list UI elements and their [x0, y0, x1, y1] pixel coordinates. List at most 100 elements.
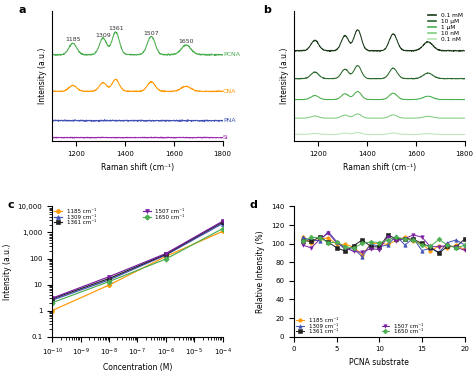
1507 cm⁻¹	[325, 231, 331, 235]
X-axis label: Concentration (M): Concentration (M)	[103, 363, 172, 372]
X-axis label: PCNA substrate: PCNA substrate	[349, 358, 409, 367]
1185 cm⁻¹	[300, 235, 305, 240]
1361 cm⁻¹	[220, 220, 226, 224]
1361 cm⁻¹	[334, 245, 339, 250]
1309 cm⁻¹	[453, 238, 459, 242]
1309 cm⁻¹	[393, 233, 399, 238]
1650 cm⁻¹	[163, 257, 169, 261]
Y-axis label: Intensity (a.u.): Intensity (a.u.)	[280, 48, 289, 104]
1507 cm⁻¹	[376, 247, 382, 252]
1185 cm⁻¹	[419, 242, 425, 246]
1361 cm⁻¹	[368, 244, 374, 249]
1361 cm⁻¹	[393, 237, 399, 241]
1650 cm⁻¹	[300, 239, 305, 243]
1309 cm⁻¹	[106, 278, 112, 282]
1507 cm⁻¹	[368, 246, 374, 251]
1650 cm⁻¹	[368, 240, 374, 244]
1361 cm⁻¹	[163, 252, 169, 257]
1650 cm⁻¹	[402, 237, 408, 241]
Line: 1361 cm⁻¹: 1361 cm⁻¹	[50, 220, 225, 301]
1185 cm⁻¹	[317, 237, 322, 241]
Text: 1185: 1185	[65, 37, 81, 42]
1650 cm⁻¹	[419, 243, 425, 248]
1185 cm⁻¹	[334, 242, 339, 246]
1309 cm⁻¹	[220, 221, 226, 226]
1185 cm⁻¹	[428, 249, 433, 254]
1361 cm⁻¹	[453, 245, 459, 249]
1309 cm⁻¹	[436, 250, 442, 255]
Text: c: c	[8, 200, 15, 210]
1650 cm⁻¹	[445, 243, 450, 247]
Line: 1650 cm⁻¹: 1650 cm⁻¹	[301, 236, 466, 250]
1185 cm⁻¹	[325, 236, 331, 240]
Line: 1309 cm⁻¹: 1309 cm⁻¹	[301, 230, 466, 258]
1309 cm⁻¹	[419, 248, 425, 253]
1507 cm⁻¹	[351, 249, 356, 254]
1185 cm⁻¹	[106, 283, 112, 287]
1507 cm⁻¹	[334, 240, 339, 245]
1361 cm⁻¹	[351, 243, 356, 248]
Line: 1309 cm⁻¹: 1309 cm⁻¹	[50, 222, 225, 302]
Text: 1309: 1309	[95, 33, 111, 37]
1507 cm⁻¹	[462, 248, 467, 252]
Text: d: d	[250, 200, 258, 210]
1650 cm⁻¹	[220, 226, 226, 231]
Text: 1361: 1361	[108, 26, 124, 31]
1309 cm⁻¹	[445, 240, 450, 245]
1650 cm⁻¹	[317, 235, 322, 240]
Line: 1185 cm⁻¹: 1185 cm⁻¹	[301, 235, 466, 257]
1185 cm⁻¹	[445, 245, 450, 250]
1185 cm⁻¹	[453, 243, 459, 248]
1507 cm⁻¹	[220, 219, 226, 224]
1507 cm⁻¹	[342, 245, 348, 250]
1361 cm⁻¹	[342, 249, 348, 253]
1361 cm⁻¹	[308, 239, 314, 244]
1185 cm⁻¹	[220, 229, 226, 234]
Text: PCNA: PCNA	[223, 52, 240, 57]
1185 cm⁻¹	[462, 247, 467, 252]
1650 cm⁻¹	[436, 237, 442, 242]
Legend: 1507 cm⁻¹, 1650 cm⁻¹: 1507 cm⁻¹, 1650 cm⁻¹	[379, 321, 425, 337]
Text: PNA: PNA	[223, 118, 236, 123]
1185 cm⁻¹	[308, 240, 314, 245]
Y-axis label: Relative Intensity (%): Relative Intensity (%)	[256, 230, 265, 313]
1361 cm⁻¹	[462, 237, 467, 242]
1361 cm⁻¹	[410, 237, 416, 242]
1185 cm⁻¹	[351, 245, 356, 249]
1361 cm⁻¹	[359, 237, 365, 242]
Line: 1507 cm⁻¹: 1507 cm⁻¹	[50, 219, 225, 300]
1361 cm⁻¹	[49, 297, 55, 301]
1650 cm⁻¹	[342, 244, 348, 249]
Legend: 1507 cm⁻¹, 1650 cm⁻¹: 1507 cm⁻¹, 1650 cm⁻¹	[141, 206, 187, 222]
1361 cm⁻¹	[436, 251, 442, 255]
1185 cm⁻¹	[163, 254, 169, 259]
1361 cm⁻¹	[325, 240, 331, 245]
Text: 1507: 1507	[144, 31, 159, 36]
1309 cm⁻¹	[351, 246, 356, 251]
1507 cm⁻¹	[317, 237, 322, 242]
1361 cm⁻¹	[300, 238, 305, 243]
1507 cm⁻¹	[445, 243, 450, 248]
Y-axis label: Intensity (a.u.): Intensity (a.u.)	[3, 243, 12, 300]
1309 cm⁻¹	[368, 241, 374, 246]
1507 cm⁻¹	[106, 275, 112, 279]
1650 cm⁻¹	[376, 240, 382, 245]
1309 cm⁻¹	[376, 245, 382, 249]
Legend: 0.1 mM, 10 μM, 1 μM, 10 nM, 0.1 nM: 0.1 mM, 10 μM, 1 μM, 10 nM, 0.1 nM	[428, 13, 463, 42]
1507 cm⁻¹	[163, 251, 169, 256]
1650 cm⁻¹	[393, 235, 399, 239]
1650 cm⁻¹	[453, 245, 459, 250]
1361 cm⁻¹	[428, 245, 433, 249]
1650 cm⁻¹	[410, 238, 416, 243]
1361 cm⁻¹	[419, 241, 425, 246]
1361 cm⁻¹	[385, 233, 391, 237]
Y-axis label: Intensity (a.u.): Intensity (a.u.)	[37, 48, 46, 104]
1185 cm⁻¹	[342, 242, 348, 246]
1185 cm⁻¹	[393, 238, 399, 243]
1185 cm⁻¹	[368, 242, 374, 246]
1185 cm⁻¹	[376, 240, 382, 245]
Line: 1185 cm⁻¹: 1185 cm⁻¹	[50, 230, 225, 313]
1185 cm⁻¹	[436, 243, 442, 248]
1650 cm⁻¹	[359, 241, 365, 246]
1309 cm⁻¹	[49, 298, 55, 303]
